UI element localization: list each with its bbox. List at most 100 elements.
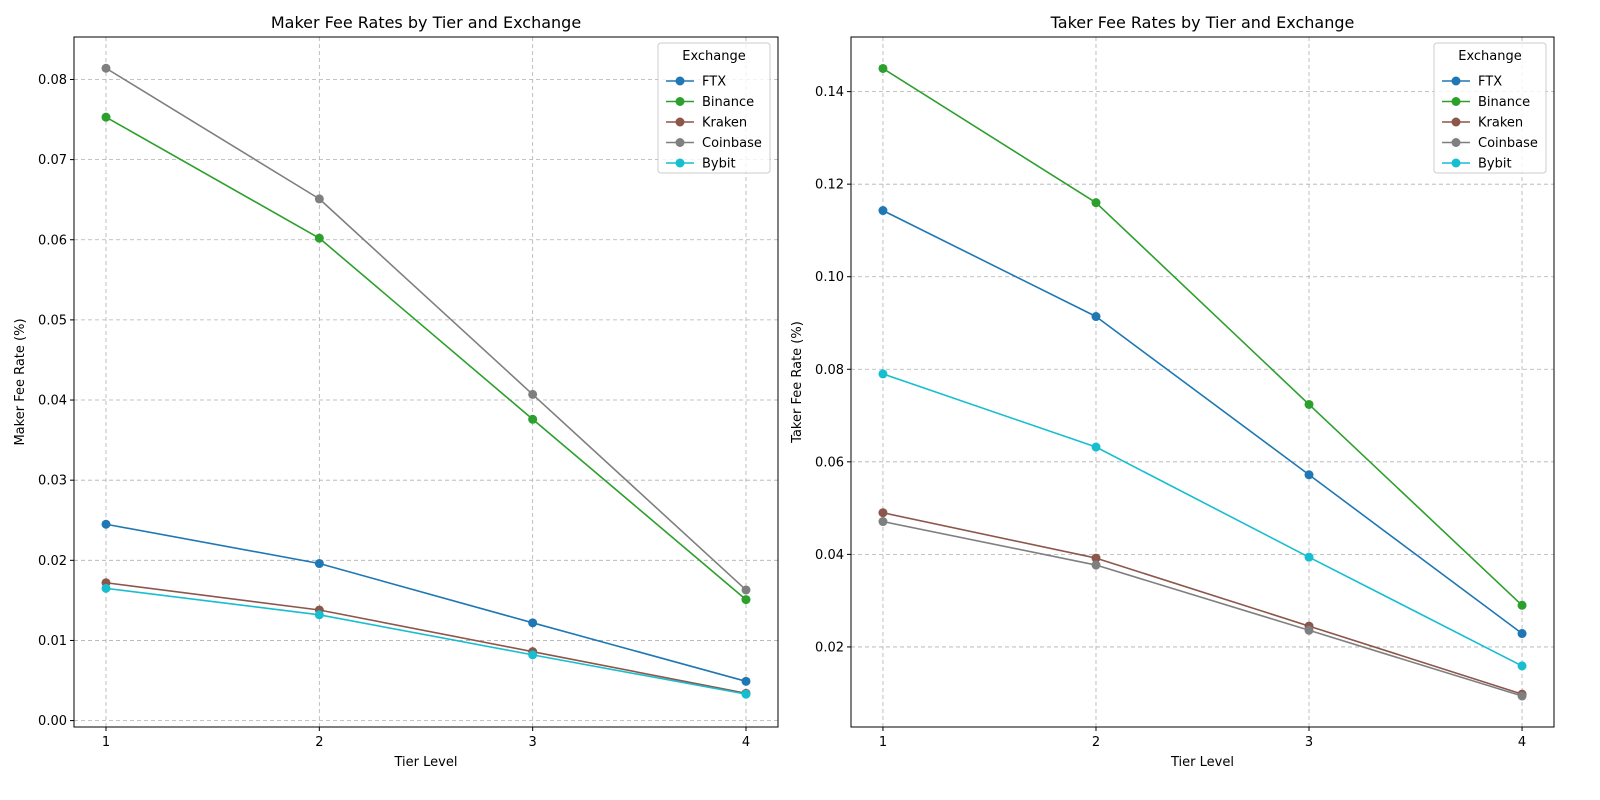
grid-lines [851, 37, 1554, 727]
legend-items: FTX Binance Kraken Coinbase Bybit [666, 75, 762, 172]
x-axis-ticks: 1 2 3 4 [879, 727, 1526, 750]
legend-item-bybit: Bybit [666, 157, 736, 172]
y-tick-label: 0.01 [38, 634, 67, 649]
y-axis-ticks: 0.02 0.04 0.06 0.08 0.10 0.12 0.14 [815, 85, 851, 655]
legend-box [657, 42, 771, 174]
legend-item-bybit: Bybit [1442, 157, 1512, 172]
x-tick-label: 4 [1518, 735, 1526, 750]
data-point [1517, 600, 1527, 610]
legend-label: FTX [1478, 75, 1502, 90]
x-tick-label: 3 [1305, 735, 1313, 750]
data-point [741, 676, 751, 686]
legend-item-binance: Binance [666, 95, 754, 110]
y-axis-label: Maker Fee Rate (%) [13, 318, 28, 445]
legend-swatch-marker [1451, 76, 1461, 86]
data-point [1304, 552, 1314, 562]
legend-swatch-marker [675, 117, 685, 127]
legend-label: Kraken [702, 116, 747, 131]
legend-item-ftx: FTX [1442, 75, 1502, 90]
legend-label: Coinbase [1478, 136, 1538, 151]
chart-title: Taker Fee Rates by Tier and Exchange [1050, 13, 1355, 32]
data-point [1091, 442, 1101, 452]
legend-title: Exchange [1458, 49, 1522, 64]
data-point [1304, 470, 1314, 480]
series-coinbase [878, 517, 1527, 701]
y-tick-label: 0.06 [815, 455, 844, 470]
x-tick-label: 2 [1092, 735, 1100, 750]
legend-label: Coinbase [702, 136, 762, 151]
series-line [105, 116, 747, 601]
data-point [878, 206, 888, 216]
data-point [878, 517, 888, 527]
data-point [528, 650, 538, 660]
x-tick-label: 1 [879, 735, 887, 750]
y-tick-label: 0.00 [38, 714, 67, 729]
y-tick-label: 0.04 [815, 548, 844, 563]
data-point [1091, 560, 1101, 570]
chart-title: Maker Fee Rates by Tier and Exchange [271, 13, 581, 32]
y-tick-label: 0.05 [38, 313, 67, 328]
legend-label: FTX [702, 75, 726, 90]
x-tick-label: 2 [315, 735, 323, 750]
series-bybit [878, 369, 1527, 671]
x-axis-label: Tier Level [1170, 755, 1234, 770]
series-binance [878, 63, 1527, 610]
axes-frame [850, 36, 1555, 728]
y-tick-label: 0.14 [815, 85, 844, 100]
y-tick-label: 0.08 [815, 363, 844, 378]
data-point [1517, 661, 1527, 671]
data-point [1091, 312, 1101, 322]
taker-fee-chart: Taker Fee Rates by Tier and Exchange 0.0… [790, 13, 1555, 770]
legend-item-kraken: Kraken [666, 116, 747, 131]
data-point [314, 194, 324, 204]
x-tick-label: 3 [529, 735, 537, 750]
data-point [1304, 399, 1314, 409]
legend-label: Binance [702, 95, 754, 110]
data-point [528, 414, 538, 424]
series-line [105, 67, 747, 591]
x-axis-ticks: 1 2 3 4 [102, 727, 750, 750]
y-tick-label: 0.04 [38, 394, 67, 409]
data-point [314, 233, 324, 243]
data-point [314, 559, 324, 569]
series-line [882, 520, 1523, 697]
grid-lines [74, 37, 778, 727]
legend-items: FTX Binance Kraken Coinbase Bybit [1442, 75, 1538, 172]
y-tick-label: 0.02 [38, 554, 67, 569]
data-point [878, 369, 888, 379]
series-binance [101, 112, 751, 605]
series-ftx [878, 206, 1527, 639]
legend-label: Binance [1478, 95, 1530, 110]
legend-item-kraken: Kraken [1442, 116, 1523, 131]
data-point [741, 595, 751, 605]
legend-label: Bybit [1478, 157, 1512, 172]
legend-swatch-marker [675, 76, 685, 86]
x-tick-label: 1 [102, 735, 110, 750]
series-line [882, 67, 1523, 606]
data-point [878, 508, 888, 518]
legend-swatch-marker [1451, 138, 1461, 147]
legend-item-binance: Binance [1442, 95, 1530, 110]
data-point [1091, 198, 1101, 208]
legend-swatch-marker [675, 158, 685, 168]
series-line [882, 511, 1523, 695]
legend-box [1433, 42, 1547, 174]
y-axis-label: Taker Fee Rate (%) [790, 321, 805, 444]
legend-swatch-marker [1451, 97, 1461, 106]
y-tick-label: 0.10 [815, 270, 844, 285]
y-tick-label: 0.02 [815, 640, 844, 655]
legend-item-ftx: FTX [666, 75, 726, 90]
legend-item-coinbase: Coinbase [666, 136, 762, 151]
series-layer [101, 63, 751, 699]
series-layer [878, 63, 1527, 701]
legend-swatch-marker [1451, 158, 1461, 168]
series-line [882, 373, 1523, 667]
data-point [101, 519, 111, 529]
data-point [101, 583, 111, 593]
legend-swatch-marker [675, 97, 685, 106]
series-line [105, 587, 747, 695]
x-axis-label: Tier Level [394, 755, 458, 770]
series-line [105, 523, 747, 683]
legend-swatch-marker [1451, 117, 1461, 127]
